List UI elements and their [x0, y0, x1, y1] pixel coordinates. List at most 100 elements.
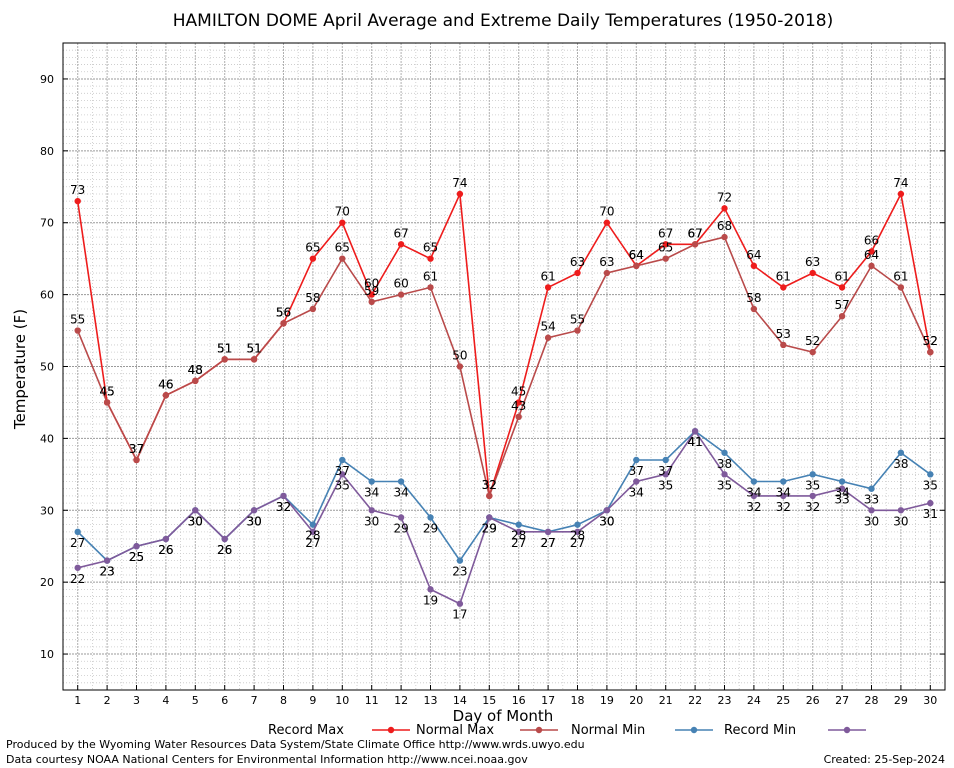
data-label: 22 — [70, 572, 85, 586]
legend-swatch-marker — [535, 726, 543, 734]
x-tick-label: 6 — [221, 694, 228, 707]
data-point — [897, 507, 905, 514]
data-label: 45 — [99, 384, 114, 398]
data-point — [750, 478, 758, 485]
legend-swatch-marker — [843, 726, 851, 734]
data-point — [927, 471, 934, 478]
data-point — [927, 348, 934, 356]
x-tick-label: 24 — [747, 694, 761, 707]
legend-label: Record Max — [268, 723, 344, 738]
data-point — [515, 413, 522, 421]
grid — [63, 42, 945, 691]
data-point — [397, 514, 405, 521]
data-label: 52 — [805, 334, 820, 348]
data-point — [809, 492, 816, 500]
data-label: 46 — [158, 377, 173, 391]
data-point — [809, 471, 816, 478]
data-label: 35 — [658, 478, 673, 492]
data-point — [339, 255, 346, 262]
data-point — [780, 341, 787, 349]
data-label: 35 — [923, 478, 938, 492]
data-point — [250, 356, 258, 363]
data-label: 28 — [305, 529, 320, 543]
data-point — [162, 392, 170, 399]
data-point — [456, 363, 464, 370]
data-label: 63 — [599, 255, 614, 269]
x-tick-label: 26 — [806, 694, 820, 707]
data-point — [280, 320, 287, 327]
x-tick-label: 14 — [453, 694, 467, 707]
data-label: 70 — [335, 205, 350, 219]
data-point — [103, 399, 111, 406]
data-label: 60 — [364, 277, 379, 291]
data-point — [221, 535, 228, 543]
data-point — [192, 377, 199, 385]
data-point — [633, 262, 640, 270]
legend-label: Normal Max — [416, 723, 494, 738]
data-label: 50 — [452, 349, 467, 363]
data-label: 30 — [364, 514, 379, 528]
data-point — [780, 492, 787, 500]
series-layer — [74, 190, 934, 607]
data-point — [662, 471, 669, 478]
data-label: 26 — [158, 543, 173, 557]
x-axis-label: Day of Month — [453, 707, 554, 725]
data-label: 34 — [834, 486, 849, 500]
data-point — [368, 478, 375, 485]
data-label: 70 — [599, 205, 614, 219]
data-point — [691, 241, 699, 248]
x-tick-label: 16 — [512, 694, 526, 707]
data-label: 68 — [717, 219, 732, 233]
legend-swatch-marker — [690, 726, 698, 734]
data-label: 27 — [511, 536, 526, 550]
data-point — [574, 521, 581, 528]
data-point — [339, 471, 346, 478]
data-point — [897, 449, 905, 456]
data-label: 38 — [893, 457, 908, 471]
data-label: 74 — [452, 176, 467, 190]
data-label: 29 — [482, 521, 497, 535]
footer-producer: Produced by the Wyoming Water Resources … — [6, 738, 585, 751]
data-label: 51 — [217, 341, 232, 355]
data-label: 30 — [188, 514, 203, 528]
y-tick-label: 10 — [40, 648, 54, 661]
data-label: 34 — [776, 486, 791, 500]
x-tick-label: 27 — [835, 694, 849, 707]
data-label: 37 — [658, 464, 673, 478]
data-label: 35 — [335, 478, 350, 492]
data-point — [750, 492, 758, 500]
x-tick-label: 7 — [251, 694, 258, 707]
data-point — [250, 507, 258, 514]
data-point — [750, 305, 758, 313]
data-point — [838, 485, 846, 492]
data-label: 23 — [99, 565, 114, 579]
data-label: 34 — [746, 486, 761, 500]
data-label: 63 — [805, 255, 820, 269]
data-label: 32 — [482, 478, 497, 492]
data-point — [74, 564, 81, 571]
data-label: 67 — [687, 226, 702, 240]
chart-title: HAMILTON DOME April Average and Extreme … — [173, 11, 834, 31]
x-tick-label: 13 — [424, 694, 438, 707]
data-label: 64 — [864, 248, 879, 262]
data-label: 28 — [511, 529, 526, 543]
data-label: 54 — [540, 320, 555, 334]
series-line — [77, 429, 931, 605]
data-label: 26 — [158, 543, 173, 557]
data-label: 57 — [834, 298, 849, 312]
data-point — [74, 197, 81, 205]
data-label: 30 — [893, 514, 908, 528]
data-label: 72 — [717, 190, 732, 204]
data-label: 30 — [246, 514, 261, 528]
data-label: 41 — [687, 435, 702, 449]
y-tick-label: 60 — [40, 289, 54, 302]
data-label: 25 — [129, 550, 144, 564]
x-tick-label: 10 — [335, 694, 349, 707]
data-label: 19 — [423, 593, 438, 607]
data-point — [427, 255, 434, 262]
y-tick-label: 90 — [40, 73, 54, 86]
data-point — [486, 514, 493, 521]
data-point — [456, 600, 464, 607]
data-point — [721, 471, 728, 478]
x-tick-label: 22 — [688, 694, 702, 707]
